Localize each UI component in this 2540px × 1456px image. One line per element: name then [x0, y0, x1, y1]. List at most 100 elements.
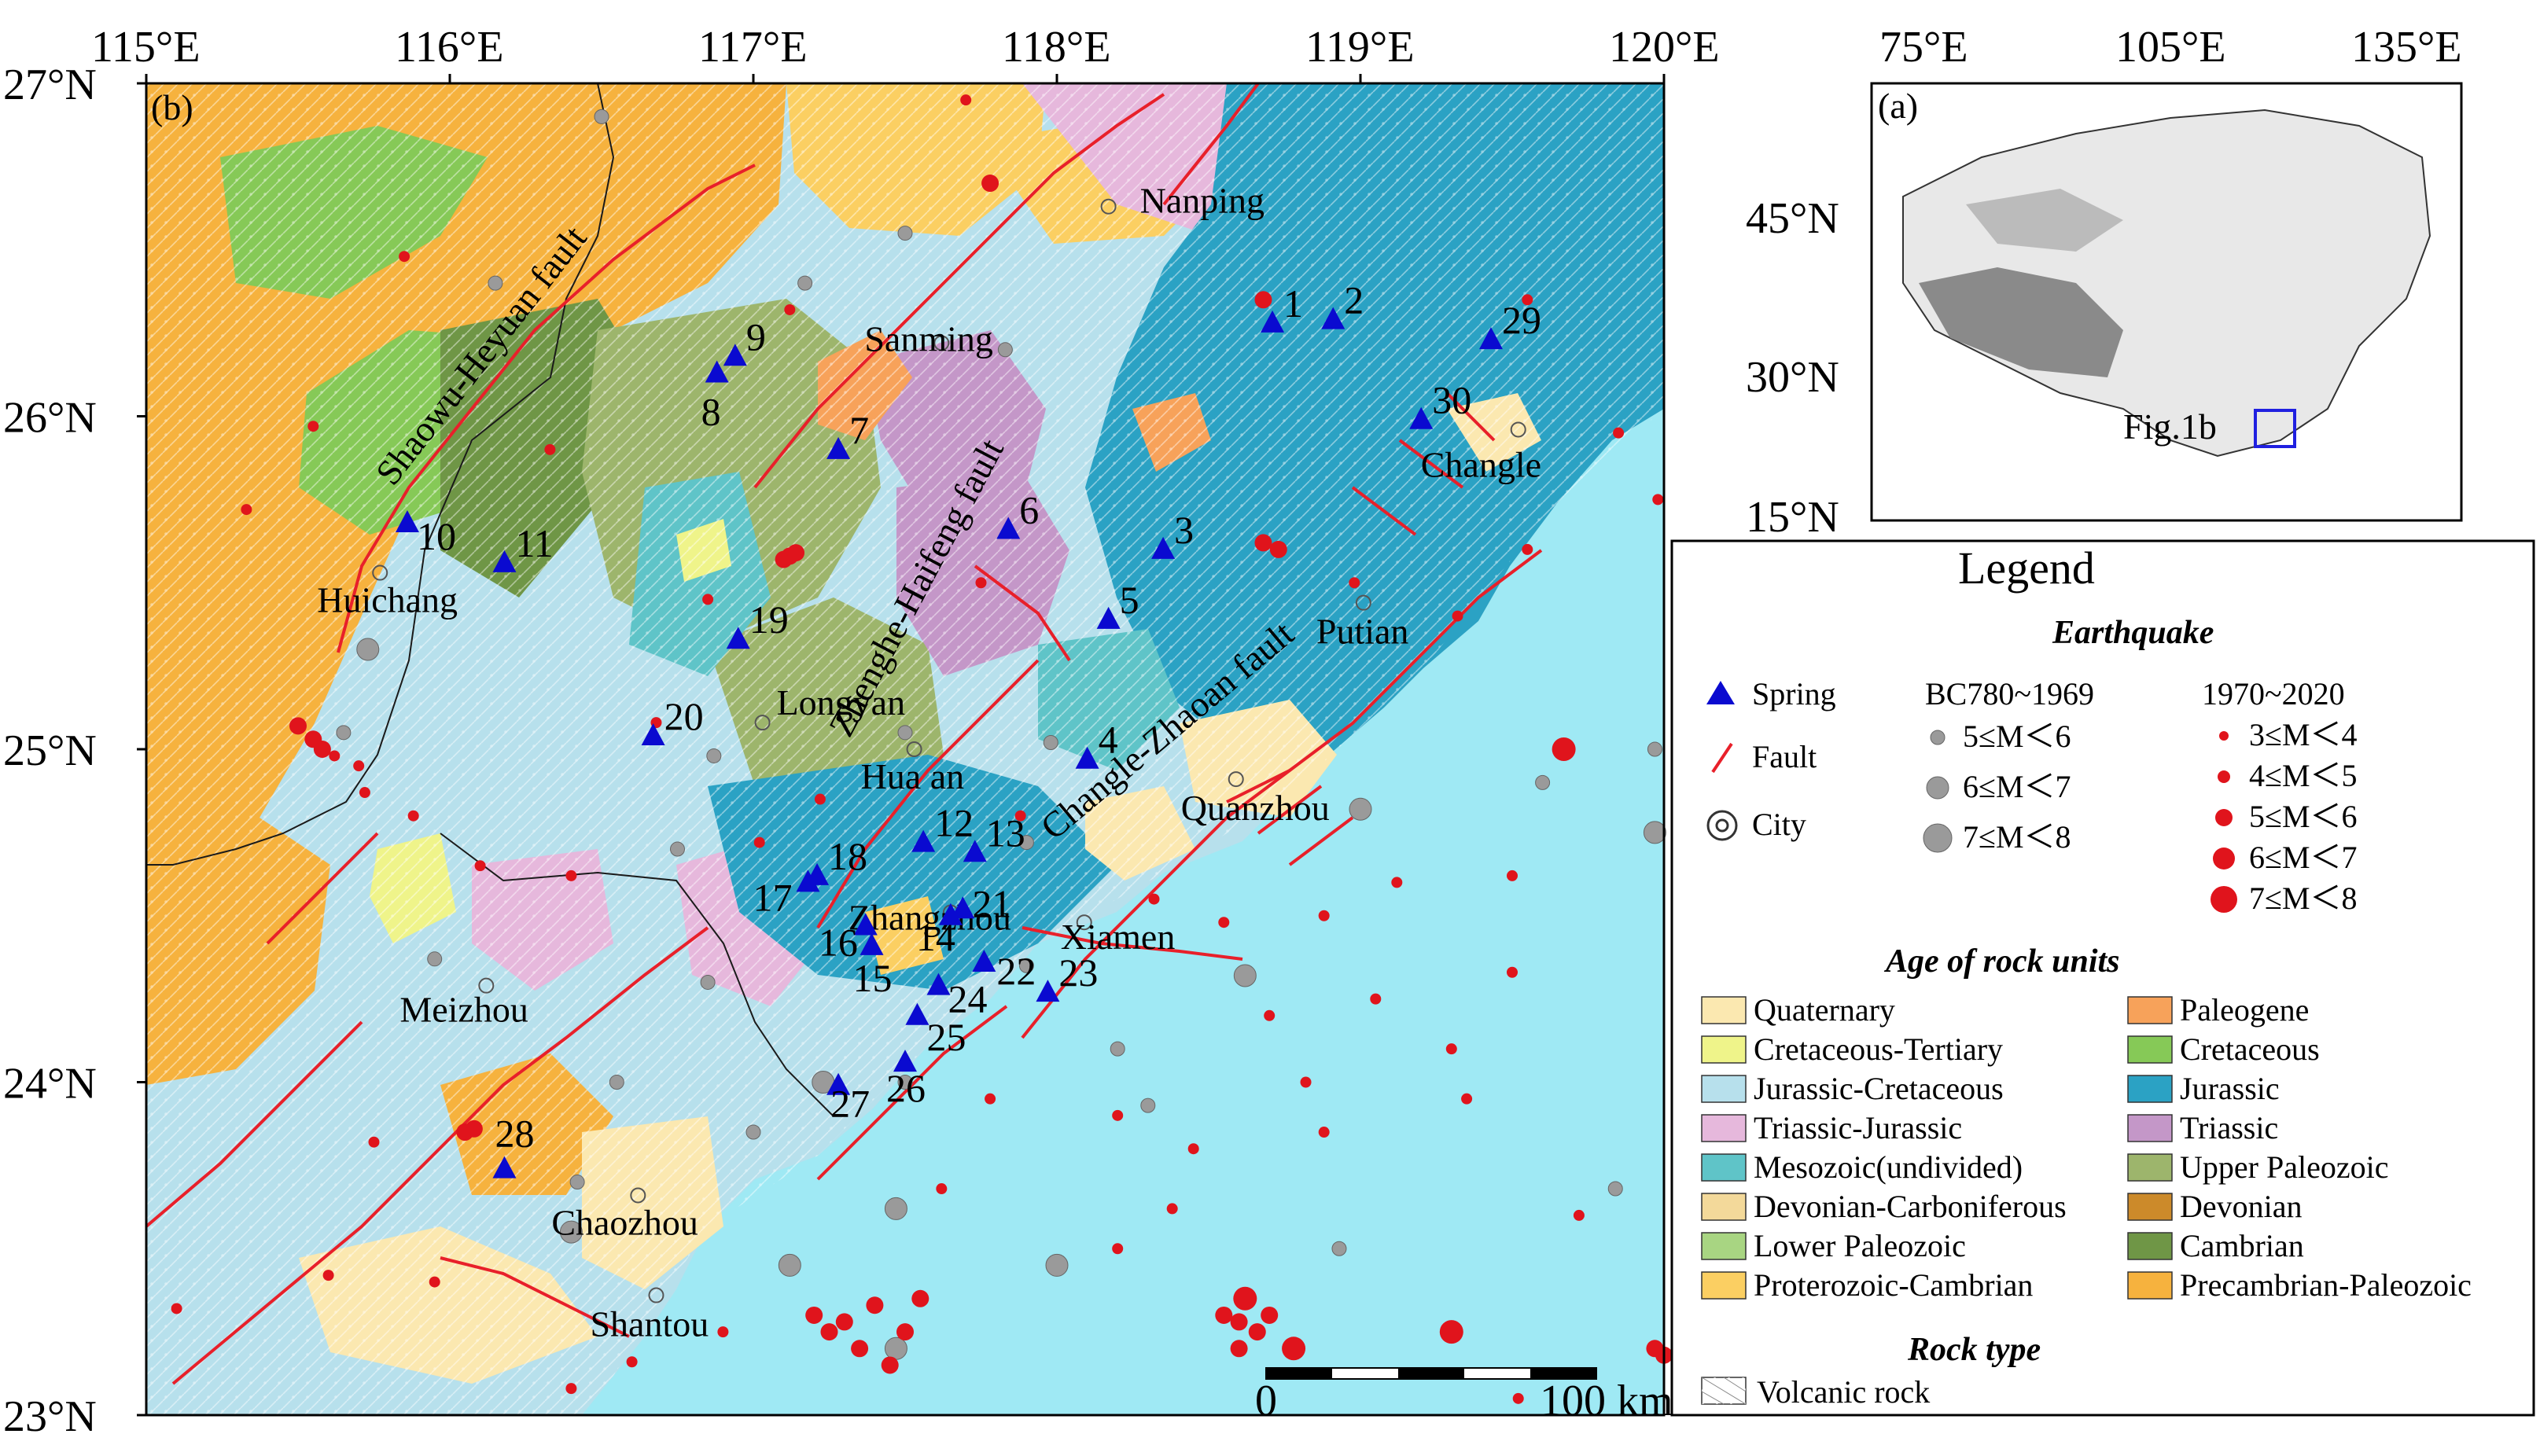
legend-modern-label: 7≤M＜8 [2249, 881, 2358, 916]
spring-marker [805, 862, 830, 885]
legend-rock-age-heading: Age of rock units [1883, 943, 2120, 980]
historic-quake-marker [569, 1175, 585, 1190]
volcanic-rock-overlay [146, 83, 1664, 1415]
spring-id-label: 24 [948, 977, 987, 1021]
city-label: Meizhou [399, 990, 528, 1030]
inset-location-box [2254, 409, 2296, 448]
modern-quake-marker [322, 1270, 334, 1281]
historic-quake-marker [897, 725, 913, 741]
legend-rock-swatch [2127, 1153, 2173, 1182]
scale-end-label: 100 km [1540, 1377, 1673, 1425]
spring-marker [938, 903, 963, 925]
modern-quake-marker [1349, 577, 1360, 589]
city-icon [754, 715, 771, 731]
legend-modern-label: 4≤M＜5 [2249, 758, 2358, 793]
modern-quake-marker [1269, 540, 1287, 558]
legend-rock-swatch [2127, 1232, 2173, 1260]
legend-rock-swatch [1701, 1153, 1747, 1182]
spring-id-label: 28 [495, 1112, 534, 1156]
modern-quake-marker [787, 544, 805, 562]
historic-quake-marker [1043, 735, 1058, 751]
spring-id-label: 6 [1019, 487, 1039, 531]
city-label: Changle [1421, 444, 1541, 484]
lon-tick-label: 120°E [1609, 23, 1720, 72]
city-label: Chaozhou [551, 1202, 698, 1242]
legend-modern-label: 3≤M＜4 [2249, 717, 2358, 752]
legend-historic-symbol [1923, 823, 1953, 853]
lon-tick-label: 119°E [1305, 23, 1415, 72]
spring-marker [951, 896, 975, 919]
legend-spring-icon [1706, 681, 1735, 704]
legend-rock-label: Devonian [2180, 1189, 2303, 1224]
legend-rock-label: Triassic-Jurassic [1754, 1110, 1962, 1145]
legend-historic-label: 5≤M＜6 [1963, 719, 2071, 754]
spring-marker [726, 627, 750, 649]
modern-quake-marker [1112, 1243, 1124, 1255]
modern-quake-marker [1254, 291, 1272, 309]
historic-quake-marker [897, 226, 913, 241]
modern-quake-marker [313, 741, 331, 758]
spring-id-label: 15 [853, 956, 893, 1000]
spring-id-label: 2 [1344, 278, 1364, 322]
spring-id-label: 21 [972, 881, 1011, 925]
historic-quake-marker [1647, 741, 1662, 757]
legend-rock-units: Quaternary Paleogene Cretaceous-Tertiary Cr… [1701, 992, 2472, 1303]
city-label: Hua an [861, 756, 965, 796]
modern-quake-marker [407, 810, 419, 822]
modern-quake-marker [753, 836, 765, 848]
historic-quake-marker [488, 275, 503, 291]
tibetan-plateau [1919, 267, 2123, 377]
modern-quake-marker [1187, 1143, 1199, 1155]
spring-marker [1321, 307, 1345, 329]
modern-quake-marker [814, 793, 826, 805]
modern-quake-marker [353, 760, 365, 772]
spring-id-label: 22 [996, 949, 1036, 993]
city-icon [1100, 198, 1117, 215]
legend-rock-type-heading: Rock type [1907, 1332, 2041, 1368]
province-boundaries [146, 83, 834, 1117]
historic-quake-marker [1110, 1041, 1125, 1057]
spring-marker [860, 932, 884, 955]
modern-quake-marker [1445, 1043, 1457, 1055]
city-label: Longyan [777, 682, 906, 722]
modern-quake-marker [1452, 610, 1463, 622]
panel-a-lon-tick: 105°E [2115, 23, 2226, 72]
modern-quake-marker [1215, 1306, 1233, 1324]
historic-quake-marker [1018, 835, 1034, 851]
city-layer: Nanping Sanming Huichang Longyan Hua an Quanz… [317, 181, 1541, 1344]
historic-quake-marker [1233, 964, 1257, 987]
legend-rock-label: Proterozoic-Cambrian [1754, 1267, 2033, 1303]
legend: Legend Earthquake Spring Fault City BC78… [1670, 539, 2535, 1417]
modern-quake-marker [1300, 1076, 1312, 1088]
city-icon [372, 564, 388, 581]
modern-quake-marker [1461, 1093, 1473, 1105]
spring-id-label: 29 [1502, 298, 1541, 342]
legend-rock-label: Devonian-Carboniferous [1754, 1189, 2067, 1224]
spring-id-label: 16 [819, 920, 858, 964]
modern-quake-marker [1522, 543, 1533, 555]
scale-bar: 0 100 km [1255, 1367, 1673, 1425]
modern-quake-marker [399, 251, 410, 263]
lat-tick-label: 26°N [3, 394, 97, 443]
modern-quake-marker [1254, 534, 1272, 552]
modern-quake-marker [717, 1326, 729, 1338]
legend-earthquake-heading: Earthquake [2052, 615, 2214, 651]
modern-quake-marker [429, 1276, 440, 1288]
spring-id-label: 9 [746, 314, 766, 358]
spring-marker [826, 1072, 851, 1095]
modern-quake-marker [544, 443, 556, 455]
modern-quake-marker [474, 860, 486, 872]
spring-id-label: 11 [515, 521, 553, 565]
modern-quake-marker [626, 1356, 638, 1368]
historic-quake-marker [670, 841, 685, 857]
modern-quake-marker [805, 1306, 823, 1324]
historic-earthquakes [336, 108, 1666, 1360]
legend-modern-symbol [2211, 886, 2237, 913]
spring-marker [492, 1156, 517, 1178]
modern-quake-marker [241, 504, 252, 516]
spring-id-label: 30 [1432, 378, 1471, 422]
legend-rock-label: Triassic [2180, 1110, 2278, 1145]
legend-historic-symbol [1926, 776, 1949, 800]
legend-rock-swatch [1701, 1114, 1747, 1142]
